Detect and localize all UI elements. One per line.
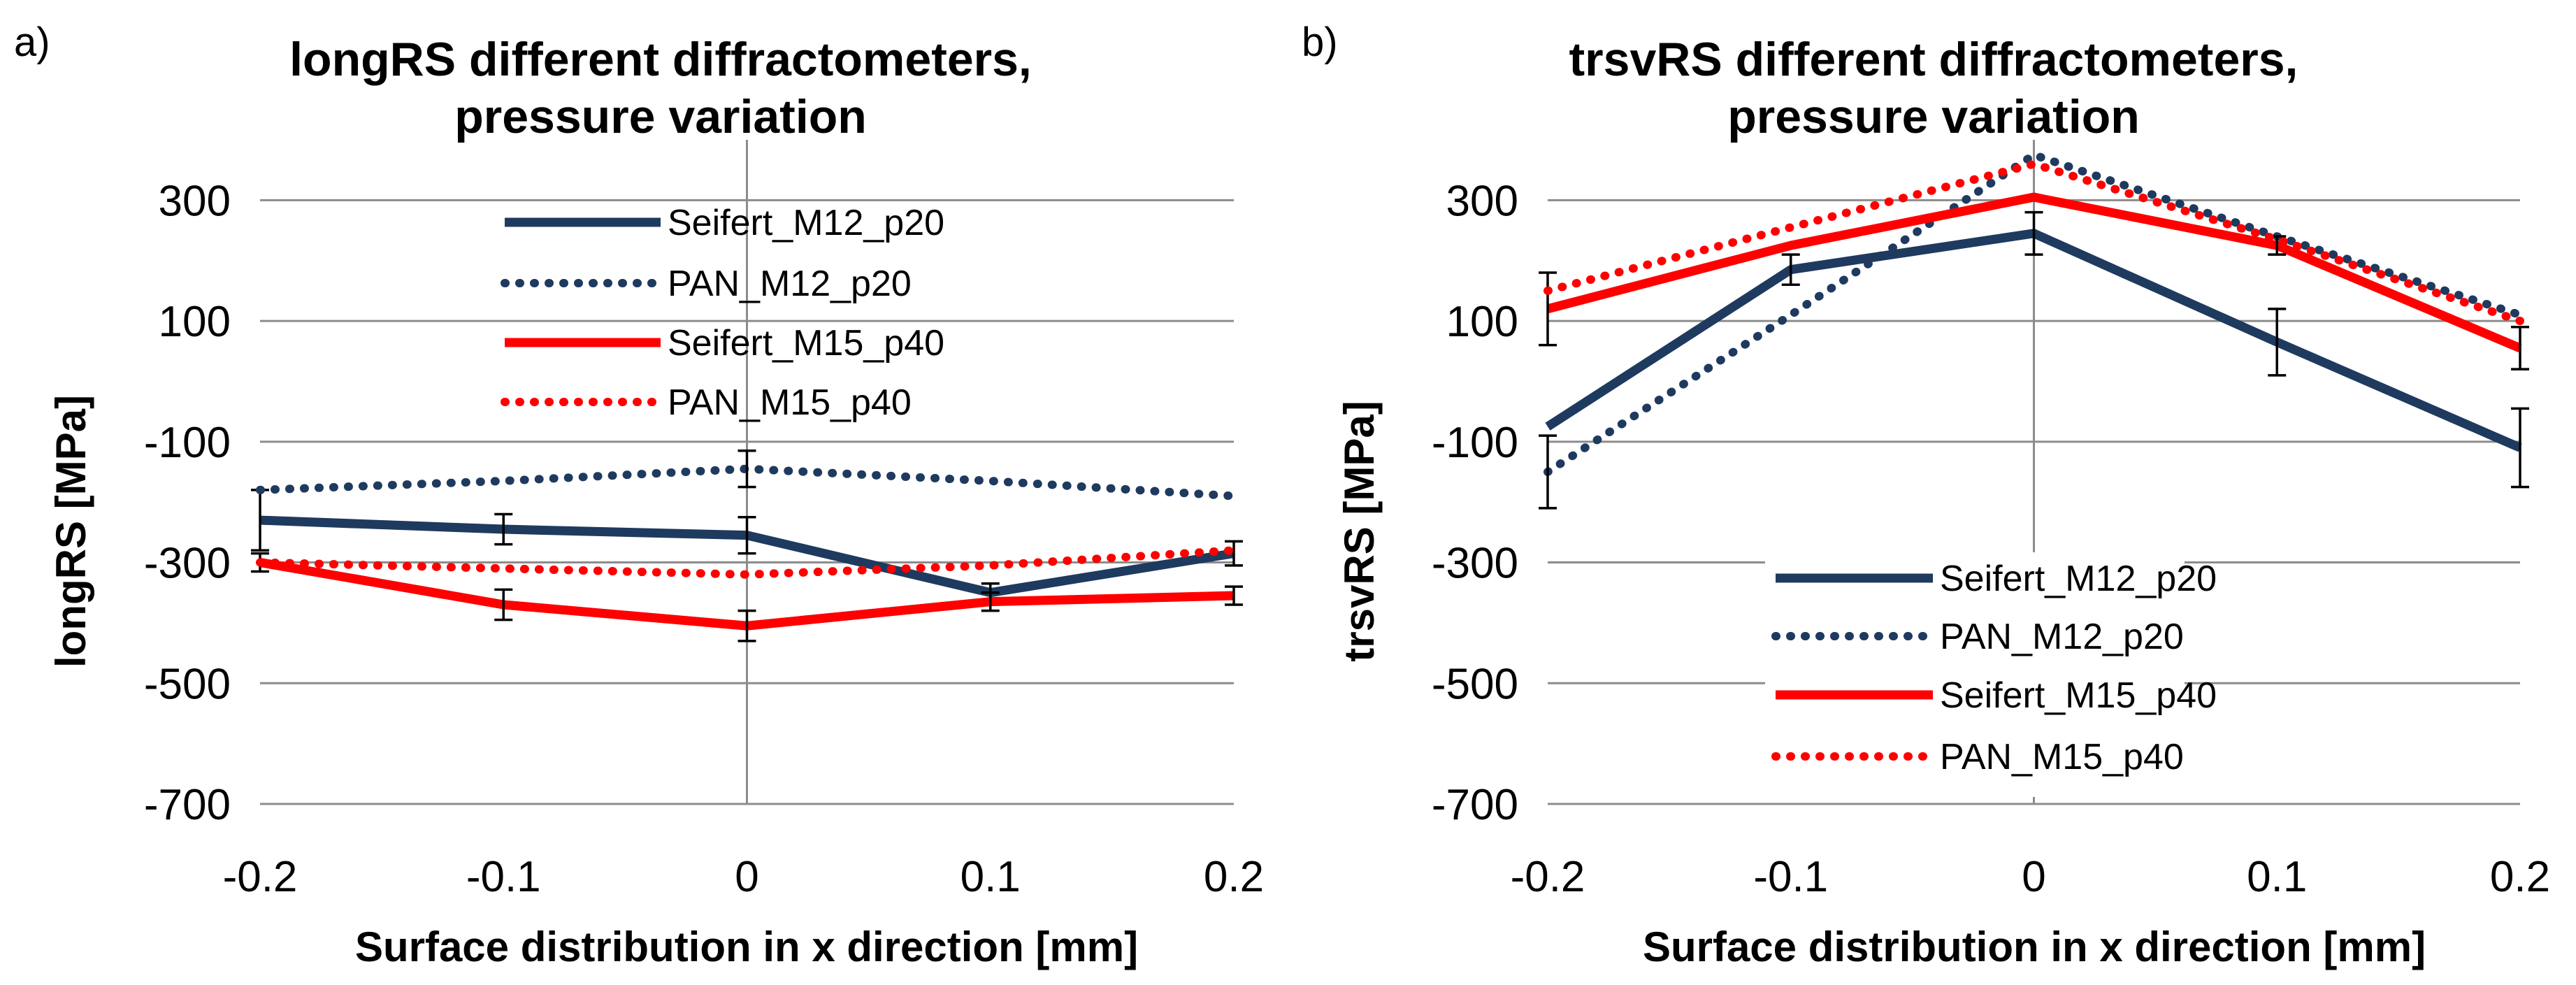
panel-b-errorbar-seifert-m12-p20-point-4 [2511, 407, 2529, 489]
panel-b-x-tick-label: 0.2 [2490, 853, 2550, 901]
panel-b-y-tick-label: 300 [1446, 177, 1518, 225]
panel-a-y-tick-label: 100 [159, 298, 231, 346]
panel-a-label: a) [14, 20, 50, 65]
panel-b-x-tick-label: -0.1 [1753, 853, 1828, 901]
panel-b-series-seifert-m15-p40-line [1546, 192, 2522, 352]
panel-b-errorbar-seifert-m12-p20-point-3 [2268, 308, 2287, 377]
panel-b-y-tick-label: -100 [1432, 419, 1518, 467]
panel-a-legend: Seifert_M12_p20 PAN_M12_p20 Seifert_M15_… [501, 203, 944, 423]
legend-a-label-seifert-m12: Seifert_M12_p20 [668, 203, 944, 243]
panel-a-errorbar-pan-m12-p20-point-2 [737, 450, 756, 489]
legend-a-label-pan-m12: PAN_M12_p20 [668, 264, 912, 304]
panel-b-y-tick-label: -300 [1432, 540, 1518, 588]
panel-b-y-tick-label: -700 [1432, 781, 1518, 829]
panel-a-errorbar-seifert-m12-p20-point-2 [737, 516, 756, 555]
panel-a-errorbar-seifert-m15-p40-point-2 [737, 609, 756, 642]
panel-a-errorbar-seifert-m15-p40-point-1 [494, 588, 513, 621]
panel-a-series [251, 450, 1243, 642]
panel-b-errorbar-seifert-m15-p40-point-0 [1539, 271, 1557, 347]
panel-b-x-tick-label: 0.1 [2247, 853, 2307, 901]
panel-a-x-tick-label: -0.2 [223, 853, 298, 901]
panel-a-x-axis-label: Surface distribution in x direction [mm] [355, 923, 1138, 970]
panel-a-title-line-1: longRS different diffractometers, [289, 33, 1032, 86]
panel-b-x-axis-label: Surface distribution in x direction [mm] [1643, 923, 2426, 970]
panel-b-x-tick-label: 0 [2022, 853, 2045, 901]
panel-a-x-tick-label: -0.1 [466, 853, 541, 901]
panel-b: b) trsvRS different diffractometers, pre… [1302, 20, 2550, 970]
panel-b-title-line-2: pressure variation [1727, 90, 2140, 143]
panel-b-series-pan-m12-p20-line [1544, 150, 2524, 476]
panel-b-y-ticks: 300 100 -100 -300 -500 -700 [1432, 177, 1518, 829]
legend-a-label-pan-m15: PAN_M15_p40 [668, 382, 912, 423]
panel-a-y-tick-label: 300 [159, 177, 231, 225]
panel-a-errorbar-seifert-m15-p40-point-3 [981, 591, 1000, 612]
legend-a-label-seifert-m15: Seifert_M15_p40 [668, 323, 944, 364]
panel-b-errorbar-seifert-m12-p20-point-2 [2024, 210, 2043, 256]
panel-a-x-tick-label: 0.2 [1204, 853, 1264, 901]
panel-b-errorbar-seifert-m12-p20-point-1 [1781, 253, 1800, 287]
panel-a-y-tick-label: -300 [144, 540, 231, 588]
panel-b-y-tick-label: -500 [1432, 660, 1518, 708]
panel-a-y-tick-label: -500 [144, 660, 231, 708]
legend-b-label-seifert-m12: Seifert_M12_p20 [1940, 559, 2217, 599]
panel-a-x-tick-label: 0 [735, 853, 758, 901]
legend-b-label-pan-m15: PAN_M15_p40 [1940, 737, 2184, 777]
panel-b-series [1539, 150, 2529, 510]
panel-b-x-tick-label: -0.2 [1511, 853, 1585, 901]
panel-b-errorbar-seifert-m15-p40-point-4 [2511, 325, 2529, 371]
legend-b-label-pan-m12: PAN_M12_p20 [1940, 617, 2184, 657]
panel-b-x-ticks: -0.2 -0.1 0 0.1 0.2 [1511, 853, 2551, 901]
panel-a: a) longRS different diffractometers, pre… [14, 20, 1264, 970]
panel-a-errorbar-seifert-m12-p20-point-4 [1225, 540, 1243, 567]
panel-b-legend: Seifert_M12_p20 PAN_M12_p20 Seifert_M15_… [1765, 552, 2217, 797]
panel-a-series-pan-m15-p40-line [256, 546, 1238, 579]
panel-b-y-axis-label: trsvRS [MPa] [1336, 401, 1383, 661]
panel-b-title-line-1: trsvRS different diffractometers, [1569, 33, 2298, 86]
panel-b-series-pan-m15-p40-line [1544, 159, 2524, 326]
panel-a-y-ticks: 300 100 -100 -300 -500 -700 [144, 177, 231, 829]
panel-a-y-axis-label: longRS [MPa] [48, 395, 94, 668]
panel-a-errorbar-seifert-m12-p20-point-1 [494, 512, 513, 546]
panel-b-y-tick-label: 100 [1446, 298, 1518, 346]
panel-a-title-line-2: pressure variation [454, 90, 867, 143]
panel-b-errorbar-pan-m12-p20-point-0 [1539, 434, 1557, 510]
panel-a-errorbar-seifert-m15-p40-point-4 [1225, 585, 1243, 606]
legend-b-label-seifert-m15: Seifert_M15_p40 [1940, 675, 2217, 716]
panel-a-x-ticks: -0.2 -0.1 0 0.1 0.2 [223, 853, 1265, 901]
panel-b-label: b) [1302, 20, 1338, 65]
panel-a-x-tick-label: 0.1 [960, 853, 1021, 901]
panel-a-y-tick-label: -700 [144, 781, 231, 829]
panel-a-y-tick-label: -100 [144, 419, 231, 467]
